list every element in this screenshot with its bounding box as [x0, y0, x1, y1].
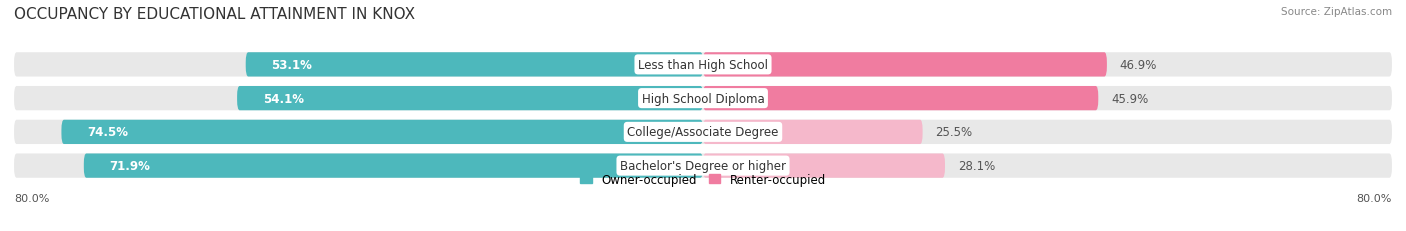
Text: Less than High School: Less than High School [638, 59, 768, 72]
FancyBboxPatch shape [703, 120, 922, 144]
FancyBboxPatch shape [14, 154, 1392, 178]
FancyBboxPatch shape [246, 53, 703, 77]
FancyBboxPatch shape [238, 87, 703, 111]
FancyBboxPatch shape [62, 120, 703, 144]
Text: 53.1%: 53.1% [271, 59, 312, 72]
FancyBboxPatch shape [703, 53, 1107, 77]
Text: 71.9%: 71.9% [110, 159, 150, 172]
Text: Bachelor's Degree or higher: Bachelor's Degree or higher [620, 159, 786, 172]
Text: 45.9%: 45.9% [1111, 92, 1149, 105]
FancyBboxPatch shape [84, 154, 703, 178]
Text: OCCUPANCY BY EDUCATIONAL ATTAINMENT IN KNOX: OCCUPANCY BY EDUCATIONAL ATTAINMENT IN K… [14, 7, 415, 22]
FancyBboxPatch shape [703, 87, 1098, 111]
Text: Source: ZipAtlas.com: Source: ZipAtlas.com [1281, 7, 1392, 17]
Text: 54.1%: 54.1% [263, 92, 304, 105]
FancyBboxPatch shape [14, 120, 1392, 144]
FancyBboxPatch shape [14, 87, 1392, 111]
Text: 74.5%: 74.5% [87, 126, 128, 139]
Text: 80.0%: 80.0% [1357, 193, 1392, 204]
Text: College/Associate Degree: College/Associate Degree [627, 126, 779, 139]
Legend: Owner-occupied, Renter-occupied: Owner-occupied, Renter-occupied [575, 169, 831, 191]
Text: 28.1%: 28.1% [957, 159, 995, 172]
FancyBboxPatch shape [14, 53, 1392, 77]
FancyBboxPatch shape [703, 154, 945, 178]
Text: 46.9%: 46.9% [1119, 59, 1157, 72]
Text: 80.0%: 80.0% [14, 193, 49, 204]
Text: 25.5%: 25.5% [935, 126, 973, 139]
Text: High School Diploma: High School Diploma [641, 92, 765, 105]
